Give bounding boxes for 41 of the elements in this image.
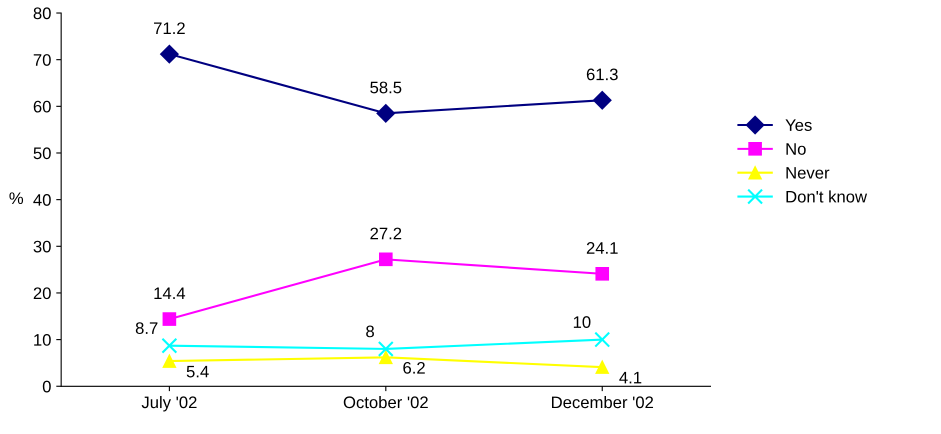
data-label: 10 <box>574 316 590 328</box>
legend-label: Never <box>786 167 830 179</box>
point <box>379 350 393 364</box>
x-tick-label: October '02 <box>344 396 428 408</box>
y-tick-label: 20 <box>34 287 51 300</box>
point <box>161 338 178 354</box>
y-tick-label: 70 <box>34 54 51 66</box>
data-label: 27.2 <box>370 228 402 240</box>
data-label: 58.5 <box>370 82 402 94</box>
y-tick-label: 10 <box>34 334 51 346</box>
y-tick-label: 30 <box>34 240 51 252</box>
y-tick-label: 50 <box>34 147 51 160</box>
point <box>592 90 612 110</box>
data-label: 6.2 <box>403 362 425 374</box>
point <box>160 44 179 64</box>
point <box>595 360 610 374</box>
point <box>376 104 396 123</box>
data-label: 4.1 <box>619 372 642 384</box>
point <box>594 332 610 348</box>
data-label: 71.2 <box>154 22 185 34</box>
legend-label: Don't know <box>786 190 868 203</box>
data-label: 14.4 <box>154 287 186 299</box>
point <box>162 312 176 326</box>
point <box>378 340 394 357</box>
legend-label: Yes <box>785 119 812 131</box>
point <box>379 252 393 266</box>
y-tick-label: 0 <box>42 380 51 392</box>
x-tick-label: December '02 <box>552 396 654 408</box>
y-tick-label: 80 <box>34 7 51 20</box>
data-label: 61.3 <box>586 68 618 80</box>
y-tick-label: 40 <box>33 194 51 206</box>
data-label: 24.1 <box>586 242 618 254</box>
point <box>162 354 176 368</box>
point <box>595 267 610 281</box>
x-tick-label: July '02 <box>142 396 197 412</box>
data-label: 8.7 <box>136 322 158 334</box>
data-label: 5.4 <box>186 366 209 378</box>
legend-label: No <box>786 143 806 155</box>
data-label: 8 <box>366 326 374 338</box>
y-tick-label: 60 <box>34 100 51 113</box>
y-axis-title: % <box>9 192 24 204</box>
